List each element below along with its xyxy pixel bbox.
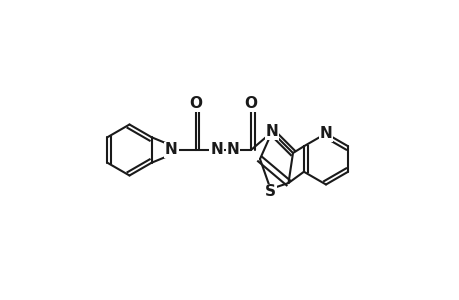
Text: S: S: [264, 184, 275, 200]
Text: O: O: [244, 96, 257, 111]
Text: N: N: [165, 142, 178, 158]
Text: N: N: [319, 126, 332, 141]
Text: N: N: [210, 142, 223, 158]
Text: N: N: [265, 124, 278, 140]
Text: O: O: [189, 96, 202, 111]
Text: N: N: [226, 142, 239, 158]
